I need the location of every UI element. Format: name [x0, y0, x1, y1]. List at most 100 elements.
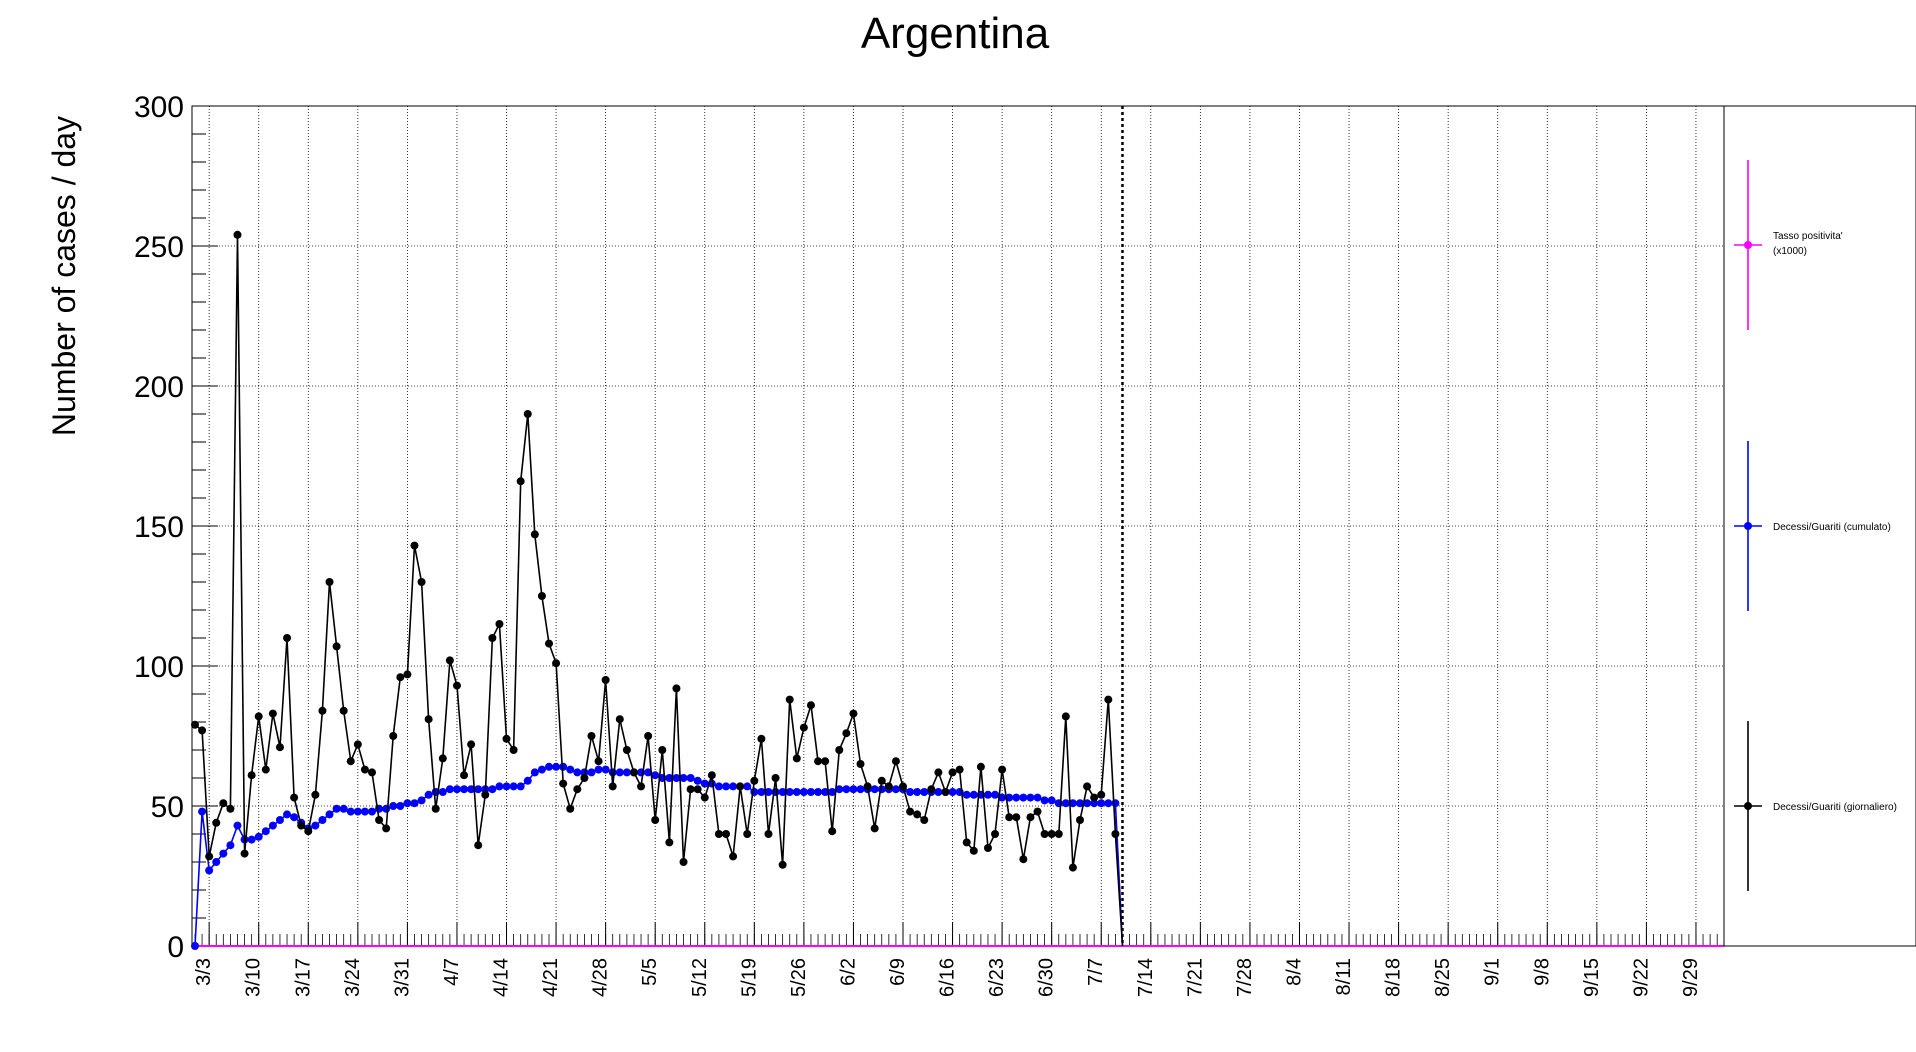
data-point: [474, 785, 483, 794]
data-point: [601, 765, 610, 774]
data-point: [297, 821, 306, 830]
data-point: [566, 804, 575, 813]
data-point: [438, 754, 447, 763]
data-point: [566, 765, 575, 774]
data-point: [1104, 799, 1113, 808]
data-point: [1026, 813, 1035, 822]
data-point: [679, 774, 688, 782]
data-point: [509, 782, 518, 791]
data-point: [686, 785, 695, 794]
data-point: [792, 754, 801, 763]
data-point: [1040, 796, 1049, 805]
x-tick-label: 9/15: [1581, 958, 1603, 997]
data-point: [290, 813, 299, 822]
data-point: [283, 810, 292, 819]
y-tick-label: 100: [134, 651, 184, 684]
data-point: [976, 762, 985, 771]
data-point: [580, 774, 589, 782]
x-tick-label: 5/12: [689, 958, 711, 997]
data-point: [275, 743, 284, 752]
data-point: [559, 779, 568, 788]
data-point: [785, 788, 794, 796]
data-point: [899, 782, 907, 791]
data-point: [198, 726, 207, 735]
data-point: [594, 757, 603, 766]
chart-title: Argentina: [861, 9, 1050, 58]
series-line: [194, 234, 1124, 947]
data-point: [842, 785, 851, 794]
data-point: [254, 832, 263, 841]
data-point: [1033, 793, 1042, 802]
data-point: [835, 746, 844, 754]
y-tick-label: 50: [151, 791, 184, 824]
data-point: [353, 807, 362, 816]
data-point: [608, 782, 617, 791]
data-point: [261, 765, 270, 774]
data-point: [778, 788, 787, 796]
data-point: [261, 827, 270, 836]
x-tick-label: 4/21: [540, 958, 562, 997]
data-point: [339, 706, 348, 715]
data-point: [233, 230, 242, 239]
data-point: [849, 709, 858, 718]
series-daily: [191, 230, 1124, 947]
data-point: [332, 642, 341, 651]
data-point: [240, 849, 249, 858]
data-point: [311, 790, 320, 799]
data-point: [792, 788, 801, 796]
data-point: [537, 765, 546, 774]
data-point: [360, 807, 369, 816]
data-point: [268, 821, 277, 830]
data-point: [920, 788, 929, 796]
data-point: [1047, 830, 1056, 838]
data-point: [686, 774, 695, 782]
data-point: [842, 729, 851, 738]
x-tick-label: 8/18: [1383, 958, 1405, 997]
data-point: [198, 807, 207, 816]
data-point: [729, 852, 738, 861]
data-point: [488, 785, 497, 794]
data-point: [552, 659, 561, 668]
data-point: [637, 782, 646, 791]
data-point: [658, 746, 667, 754]
data-point: [417, 578, 426, 586]
data-point: [1068, 799, 1077, 808]
data-point: [573, 768, 582, 777]
data-point: [651, 771, 660, 780]
data-point: [962, 790, 971, 799]
data-point: [1076, 799, 1084, 808]
legend-marker: [1744, 802, 1752, 810]
data-point: [389, 732, 398, 740]
data-point: [906, 807, 915, 816]
data-point: [460, 771, 469, 780]
data-point: [318, 706, 327, 715]
data-point: [346, 807, 355, 816]
data-point: [1111, 799, 1120, 808]
data-point: [424, 715, 433, 724]
data-point: [495, 782, 504, 791]
data-point: [750, 776, 759, 785]
data-point: [870, 785, 879, 794]
data-point: [424, 790, 433, 799]
x-tick-label: 6/2: [837, 958, 859, 986]
data-point: [1012, 813, 1021, 822]
data-point: [1040, 830, 1049, 838]
x-tick-label: 8/25: [1432, 958, 1454, 997]
y-tick-label: 300: [134, 91, 184, 124]
grid: [192, 106, 1724, 946]
data-point: [488, 634, 497, 642]
data-point: [516, 477, 525, 486]
x-tick-label: 9/29: [1680, 958, 1702, 997]
data-point: [1111, 830, 1120, 838]
x-tick-label: 7/7: [1085, 958, 1107, 986]
data-point: [530, 530, 539, 539]
data-point: [226, 804, 235, 813]
data-point: [1026, 793, 1035, 802]
data-point: [941, 788, 950, 796]
data-point: [509, 746, 518, 754]
data-point: [332, 804, 341, 813]
data-point: [757, 788, 766, 796]
data-point: [254, 712, 263, 721]
data-point: [856, 760, 865, 768]
data-point: [1054, 830, 1063, 838]
